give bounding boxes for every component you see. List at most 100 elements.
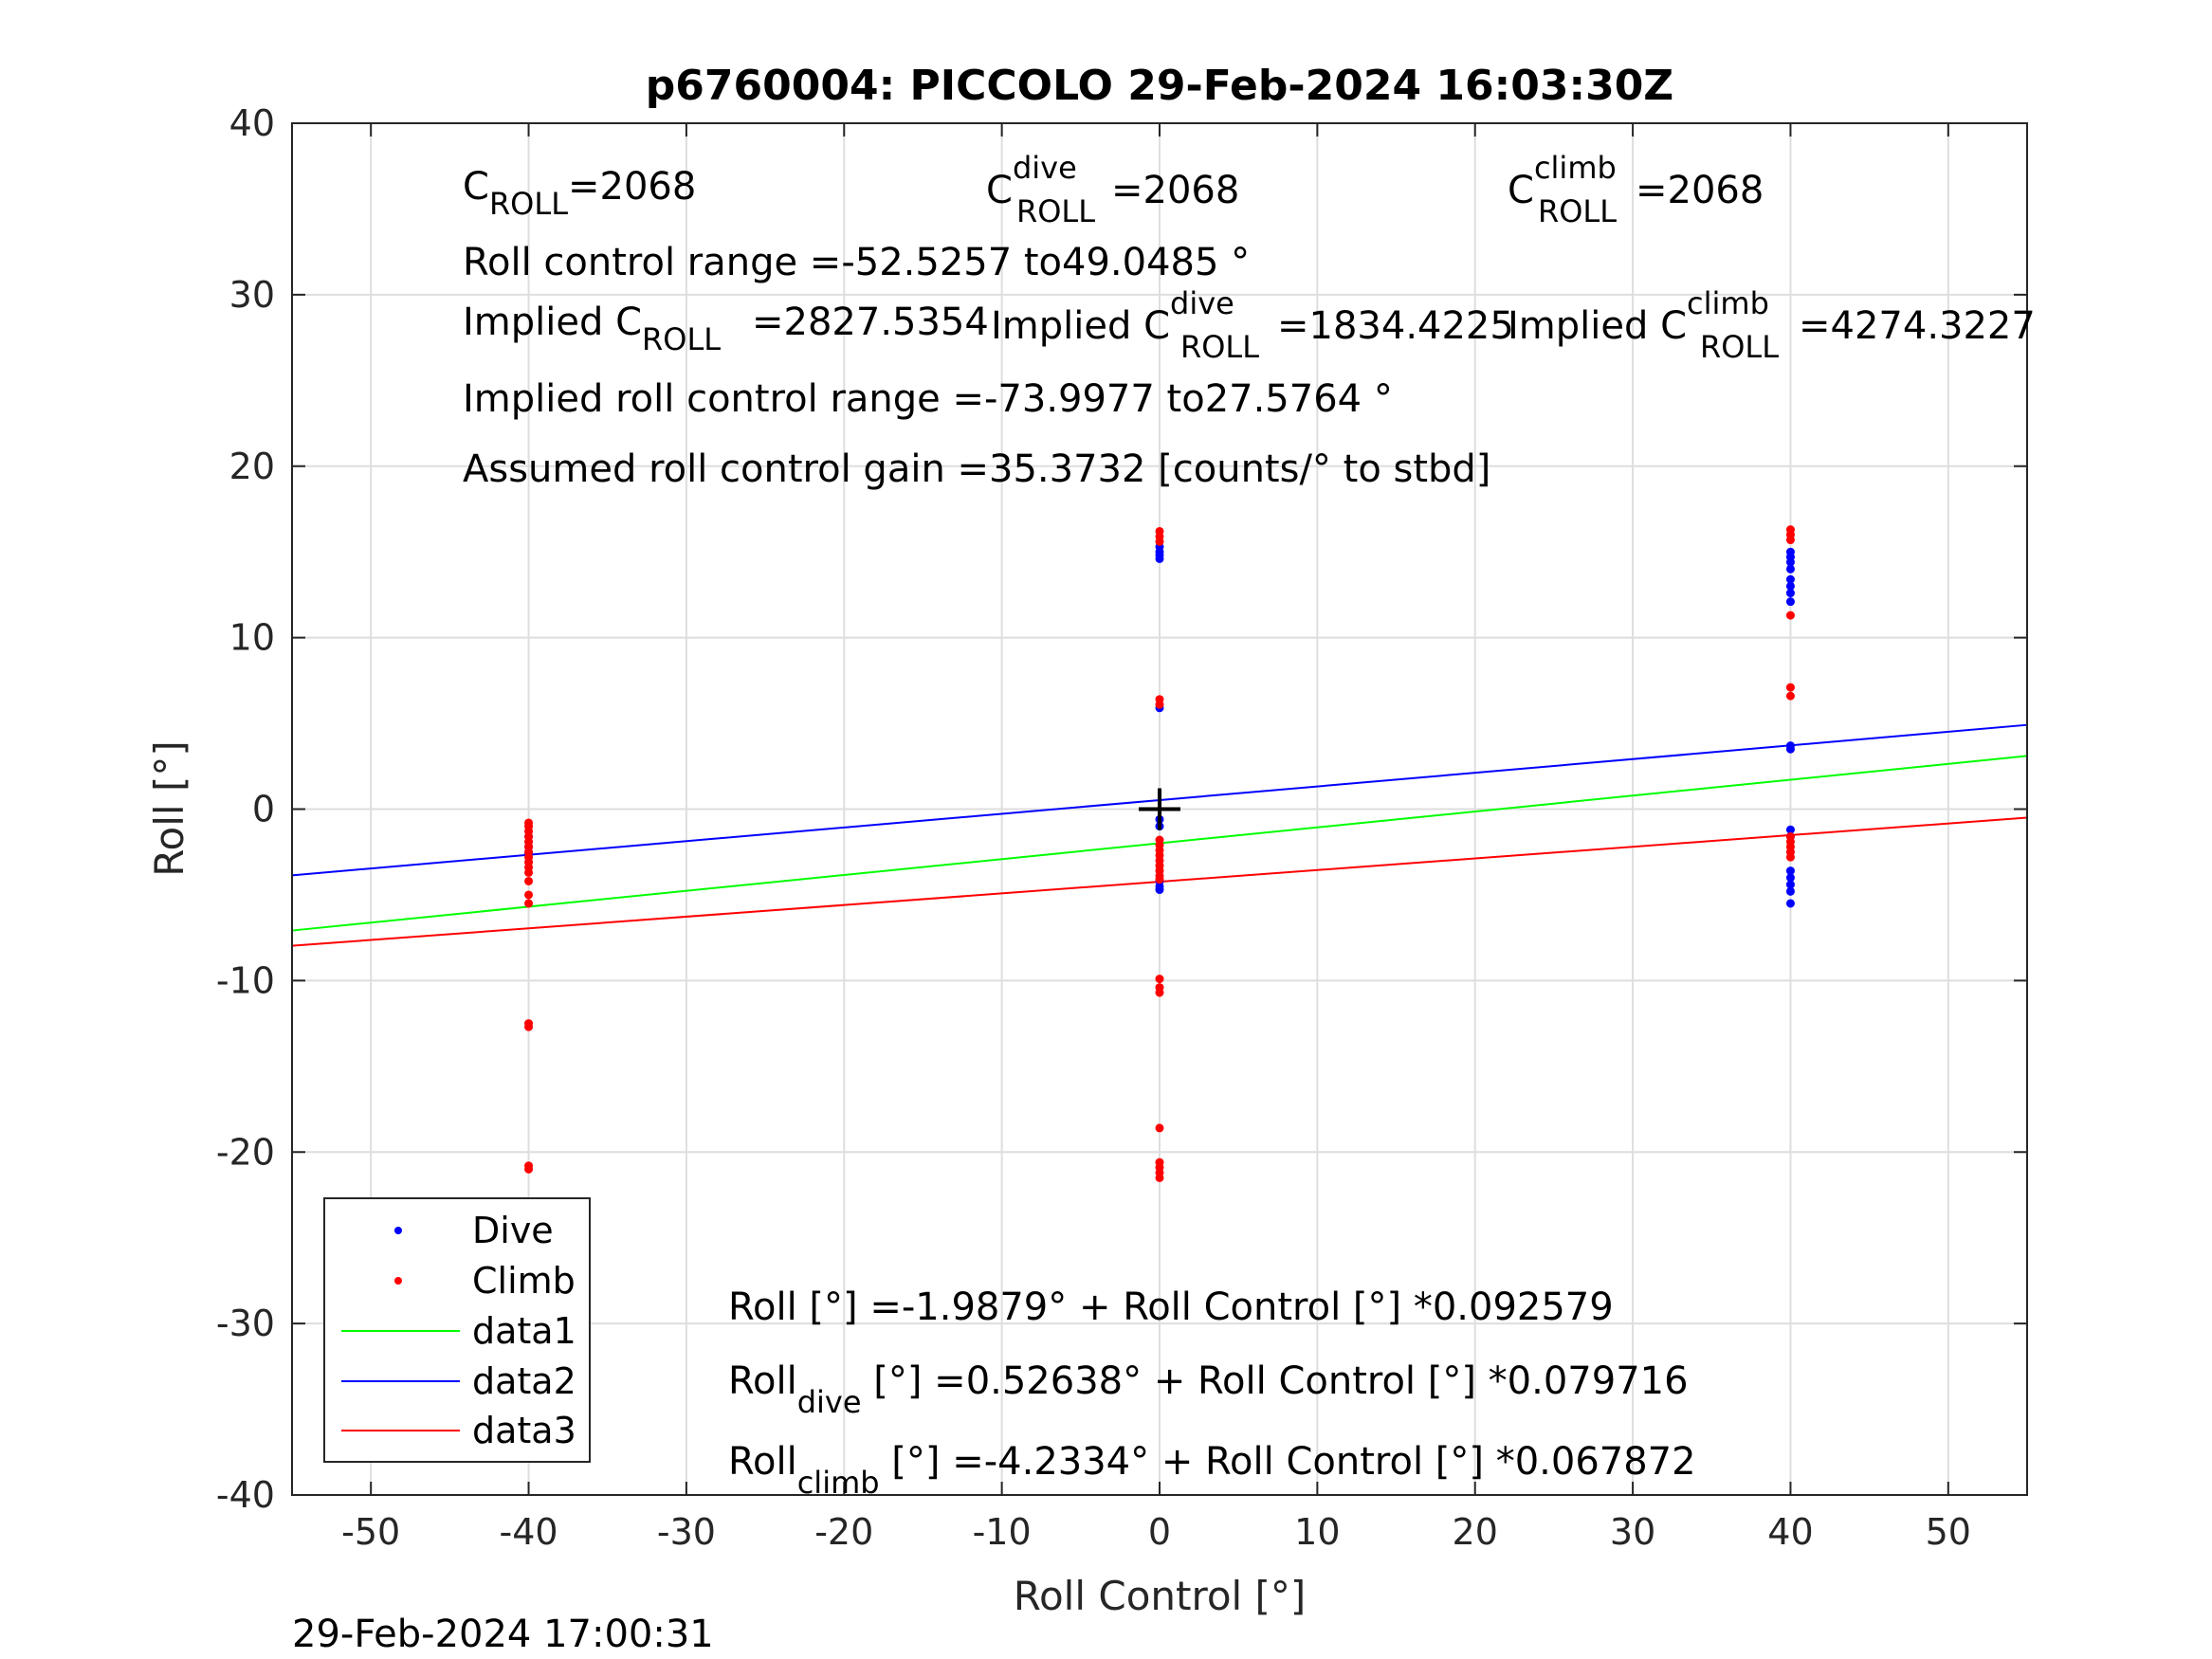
c-roll-dive-value: =2068 bbox=[1111, 169, 1239, 212]
implied-range-annotation: Implied roll control range =-73.9977 to2… bbox=[463, 377, 1393, 421]
legend-data1-label: data1 bbox=[472, 1310, 576, 1352]
implied-c-roll-dive-sub: ROLL bbox=[1180, 329, 1259, 365]
fit-climb-sub: climb bbox=[797, 1465, 880, 1501]
c-roll-dive-base: C bbox=[986, 169, 1013, 212]
c-roll-sub: ROLL bbox=[489, 186, 568, 222]
legend-dive-swatch bbox=[394, 1227, 402, 1234]
x-tick-label: 20 bbox=[1453, 1511, 1498, 1553]
implied-c-roll-dive-value: =1834.4225 bbox=[1277, 304, 1514, 348]
climb-point bbox=[1155, 975, 1164, 984]
climb-point bbox=[1785, 611, 1795, 620]
x-tick-label: 50 bbox=[1926, 1511, 1971, 1553]
climb-point bbox=[1155, 700, 1164, 709]
c-roll-climb-sup: climb bbox=[1534, 150, 1617, 186]
legend-climb-label: Climb bbox=[472, 1260, 576, 1302]
dive-point bbox=[1785, 880, 1795, 889]
x-tick-label: -10 bbox=[973, 1511, 1032, 1553]
implied-c-roll-climb-sub: ROLL bbox=[1700, 329, 1779, 365]
legend-dive-label: Dive bbox=[472, 1210, 554, 1251]
y-tick-label: -30 bbox=[216, 1303, 275, 1344]
y-tick-label: 40 bbox=[229, 102, 275, 144]
dive-point bbox=[1785, 866, 1795, 876]
implied-c-roll-prefix: Implied C bbox=[463, 301, 642, 344]
dive-point bbox=[1785, 744, 1795, 754]
y-tick-label: 0 bbox=[252, 789, 275, 830]
x-axis-label: Roll Control [°] bbox=[1014, 1573, 1307, 1619]
y-tick-label: 10 bbox=[229, 617, 275, 659]
implied-c-roll-climb-value: =4274.3227 bbox=[1799, 304, 2036, 348]
assumed-gain-annotation: Assumed roll control gain =35.3732 [coun… bbox=[463, 447, 1490, 491]
c-roll-dive-sub: ROLL bbox=[1016, 193, 1095, 229]
c-roll-climb-base: C bbox=[1508, 169, 1534, 212]
y-tick-label: 30 bbox=[229, 274, 275, 316]
fit-climb-annotation: Rollclimb [°] =-4.2334° + Roll Control [… bbox=[728, 1440, 1696, 1501]
climb-point bbox=[1155, 1123, 1164, 1133]
c-roll-dive-annotation: Cdive ROLL =2068 bbox=[986, 150, 1239, 229]
climb-point bbox=[1785, 683, 1795, 692]
implied-c-roll-dive-prefix: Implied C bbox=[991, 304, 1170, 348]
x-tick-label: 0 bbox=[1148, 1511, 1171, 1553]
implied-c-roll-climb-sup: climb bbox=[1687, 285, 1769, 321]
implied-c-roll-climb-prefix: Implied C bbox=[1508, 304, 1687, 348]
dive-point bbox=[1785, 574, 1795, 584]
y-axis-label: Roll [°] bbox=[146, 740, 192, 876]
fit-dive-base: Roll bbox=[728, 1359, 797, 1403]
implied-c-roll-dive-sup: dive bbox=[1170, 285, 1234, 321]
x-tick-label: -50 bbox=[341, 1511, 400, 1553]
climb-point bbox=[1155, 988, 1164, 997]
y-tick-label: -10 bbox=[216, 959, 275, 1001]
dive-point bbox=[1785, 825, 1795, 834]
dive-point bbox=[1785, 589, 1795, 598]
c-roll-climb-sub: ROLL bbox=[1538, 193, 1617, 229]
implied-c-roll-value: =2827.5354 bbox=[752, 301, 989, 344]
implied-c-roll-annotation: Implied CROLL =2827.5354 bbox=[463, 301, 989, 357]
dive-point bbox=[1785, 597, 1795, 607]
fit-climb-rest: [°] =-4.2334° + Roll Control [°] *0.0678… bbox=[880, 1440, 1696, 1484]
climb-point bbox=[1785, 852, 1795, 862]
c-roll-dive-sup: dive bbox=[1013, 150, 1077, 186]
roll-control-range-annotation: Roll control range =-52.5257 to49.0485 ° bbox=[463, 241, 1250, 284]
climb-point bbox=[1785, 536, 1795, 545]
climb-point bbox=[1155, 1173, 1164, 1182]
dive-point bbox=[1785, 557, 1795, 567]
x-tick-label: -40 bbox=[500, 1511, 558, 1553]
climb-point bbox=[524, 1022, 534, 1031]
x-tick-label: -20 bbox=[814, 1511, 873, 1553]
x-tick-label: 10 bbox=[1294, 1511, 1340, 1553]
dive-point bbox=[1785, 873, 1795, 883]
implied-c-roll-sub: ROLL bbox=[642, 321, 721, 357]
dive-point bbox=[1785, 886, 1795, 896]
chart-title: p6760004: PICCOLO 29-Feb-2024 16:03:30Z bbox=[646, 62, 1673, 110]
dive-point bbox=[1785, 899, 1795, 908]
dive-point bbox=[1785, 564, 1795, 574]
climb-point bbox=[1785, 691, 1795, 701]
implied-c-roll-climb-annotation: Implied Cclimb ROLL =4274.3227 bbox=[1508, 285, 2036, 365]
legend-data3-label: data3 bbox=[472, 1410, 576, 1451]
dive-point bbox=[1785, 581, 1795, 591]
fit-all-annotation: Roll [°] =-1.9879° + Roll Control [°] *0… bbox=[728, 1285, 1614, 1329]
y-tick-label: -40 bbox=[216, 1474, 275, 1516]
fit-dive-sub: dive bbox=[797, 1384, 862, 1420]
fit-climb-base: Roll bbox=[728, 1440, 797, 1484]
ticks: -50 -40 -30 -20 -10 0 10 20 30 40 50 -40 -30 -20 -10 0 1… bbox=[216, 102, 2027, 1553]
legend: Dive Climb data1 data2 data3 bbox=[323, 1197, 591, 1463]
marker-layer bbox=[1139, 788, 1180, 830]
y-tick-label: 20 bbox=[229, 446, 275, 487]
climb-point bbox=[1155, 537, 1164, 546]
climb-point bbox=[524, 899, 534, 908]
c-roll-climb-value: =2068 bbox=[1636, 169, 1764, 212]
timestamp: 29-Feb-2024 17:00:31 bbox=[292, 1613, 714, 1656]
legend-data2-label: data2 bbox=[472, 1360, 576, 1402]
dive-point bbox=[1155, 885, 1164, 895]
c-roll-annotation: CROLL=2068 bbox=[463, 165, 696, 222]
climb-point bbox=[524, 867, 534, 877]
c-roll-climb-annotation: Cclimb ROLL =2068 bbox=[1508, 150, 1764, 229]
c-roll-value: =2068 bbox=[568, 165, 696, 209]
climb-point bbox=[524, 1164, 534, 1174]
c-roll-base: C bbox=[463, 165, 489, 209]
y-tick-label: -20 bbox=[216, 1131, 275, 1173]
implied-c-roll-dive-annotation: Implied Cdive ROLL =1834.4225 bbox=[991, 285, 1514, 365]
legend-climb-swatch bbox=[394, 1277, 402, 1285]
x-tick-label: 30 bbox=[1610, 1511, 1655, 1553]
